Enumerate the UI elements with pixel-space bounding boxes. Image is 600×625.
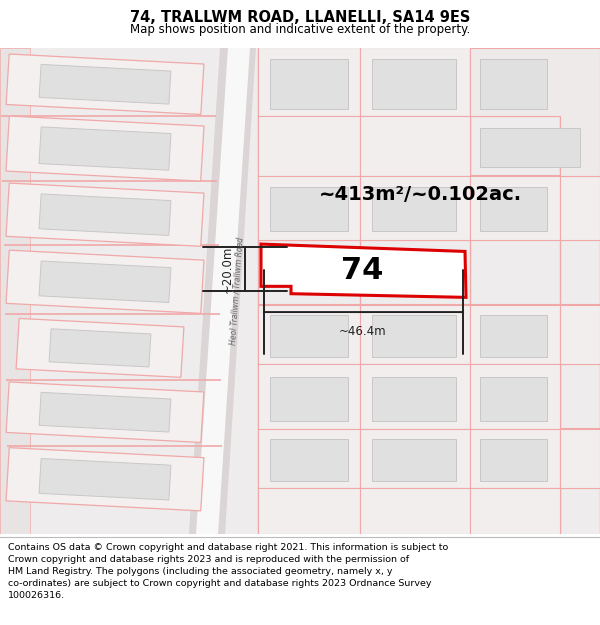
Bar [270, 59, 348, 109]
Bar [360, 305, 470, 364]
Polygon shape [6, 54, 204, 114]
Bar [470, 364, 560, 429]
Bar [470, 176, 560, 241]
Bar [560, 176, 600, 241]
Text: 74: 74 [341, 256, 383, 285]
Bar [270, 187, 348, 231]
Polygon shape [39, 194, 171, 236]
Polygon shape [470, 48, 600, 176]
Bar [470, 489, 560, 534]
Bar [258, 116, 360, 176]
Polygon shape [39, 64, 171, 104]
Polygon shape [0, 48, 30, 534]
Bar [372, 187, 456, 231]
Bar [360, 364, 470, 429]
Bar [480, 439, 547, 481]
Bar [258, 364, 360, 429]
Bar [258, 176, 360, 241]
Bar [560, 429, 600, 489]
Polygon shape [39, 459, 171, 500]
Bar [258, 305, 360, 364]
Bar [480, 378, 547, 421]
Polygon shape [196, 48, 250, 534]
Bar [470, 429, 560, 489]
Bar [360, 176, 470, 241]
Text: 74, TRALLWM ROAD, LLANELLI, SA14 9ES: 74, TRALLWM ROAD, LLANELLI, SA14 9ES [130, 11, 470, 26]
Bar [372, 378, 456, 421]
Polygon shape [6, 250, 204, 313]
Text: Contains OS data © Crown copyright and database right 2021. This information is : Contains OS data © Crown copyright and d… [8, 543, 448, 599]
Polygon shape [6, 448, 204, 511]
Polygon shape [261, 244, 466, 298]
Bar [480, 187, 547, 231]
Bar [258, 48, 360, 116]
Polygon shape [16, 319, 184, 378]
Bar [258, 429, 360, 489]
Polygon shape [49, 329, 151, 367]
Bar [270, 439, 348, 481]
Bar [270, 378, 348, 421]
Text: Heol Trallwm / Trallwm Road: Heol Trallwm / Trallwm Road [229, 237, 245, 345]
Bar [480, 128, 580, 167]
Text: ~413m²/~0.102ac.: ~413m²/~0.102ac. [319, 185, 521, 204]
Bar [470, 305, 560, 364]
Bar [560, 48, 600, 116]
Bar [480, 59, 547, 109]
Polygon shape [6, 116, 204, 181]
Bar [270, 315, 348, 357]
Bar [470, 48, 560, 116]
Text: Map shows position and indicative extent of the property.: Map shows position and indicative extent… [130, 22, 470, 36]
Bar [360, 116, 470, 176]
Bar [360, 48, 470, 116]
Text: ~20.0m: ~20.0m [221, 245, 234, 292]
Polygon shape [189, 48, 256, 534]
Polygon shape [6, 382, 204, 442]
Polygon shape [39, 392, 171, 432]
Bar [360, 489, 470, 534]
Bar [372, 315, 456, 357]
Polygon shape [39, 261, 171, 302]
Polygon shape [39, 127, 171, 170]
Text: ~46.4m: ~46.4m [339, 325, 387, 338]
Bar [480, 315, 547, 357]
Bar [372, 439, 456, 481]
Bar [372, 59, 456, 109]
Bar [360, 429, 470, 489]
Bar [560, 305, 600, 364]
Bar [258, 489, 360, 534]
Polygon shape [6, 183, 204, 246]
